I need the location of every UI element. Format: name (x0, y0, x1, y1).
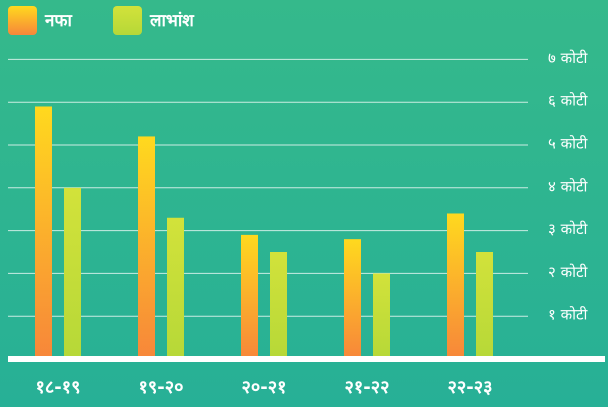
y-tick-label: ७ कोटी (548, 49, 589, 67)
bar (35, 106, 52, 359)
bar (344, 239, 361, 359)
bar (447, 213, 464, 359)
y-tick-label: २ कोटी (548, 263, 589, 281)
bar (138, 136, 155, 359)
legend-label: लाभांश (149, 11, 195, 31)
y-tick-label: ५ कोटी (548, 135, 589, 153)
y-tick-label: ३ कोटी (548, 220, 589, 238)
x-tick-label: २२-२३ (448, 377, 493, 398)
bar (241, 234, 258, 359)
bar (167, 217, 184, 359)
y-tick-label: ४ कोटी (548, 177, 589, 195)
bar (270, 252, 287, 359)
x-tick-label: २०-२१ (242, 377, 287, 398)
bar (476, 252, 493, 359)
y-tick-label: ६ कोटी (548, 92, 589, 110)
legend-swatch (8, 6, 37, 35)
y-tick-label: १ कोटी (548, 306, 589, 324)
x-tick-label: २१-२२ (345, 377, 390, 398)
x-tick-label: १९-२० (139, 377, 184, 398)
bar (373, 273, 390, 359)
legend-label: नफा (44, 11, 73, 31)
legend-swatch (113, 6, 142, 35)
x-tick-label: १८-१९ (36, 377, 81, 398)
bar (64, 187, 81, 359)
